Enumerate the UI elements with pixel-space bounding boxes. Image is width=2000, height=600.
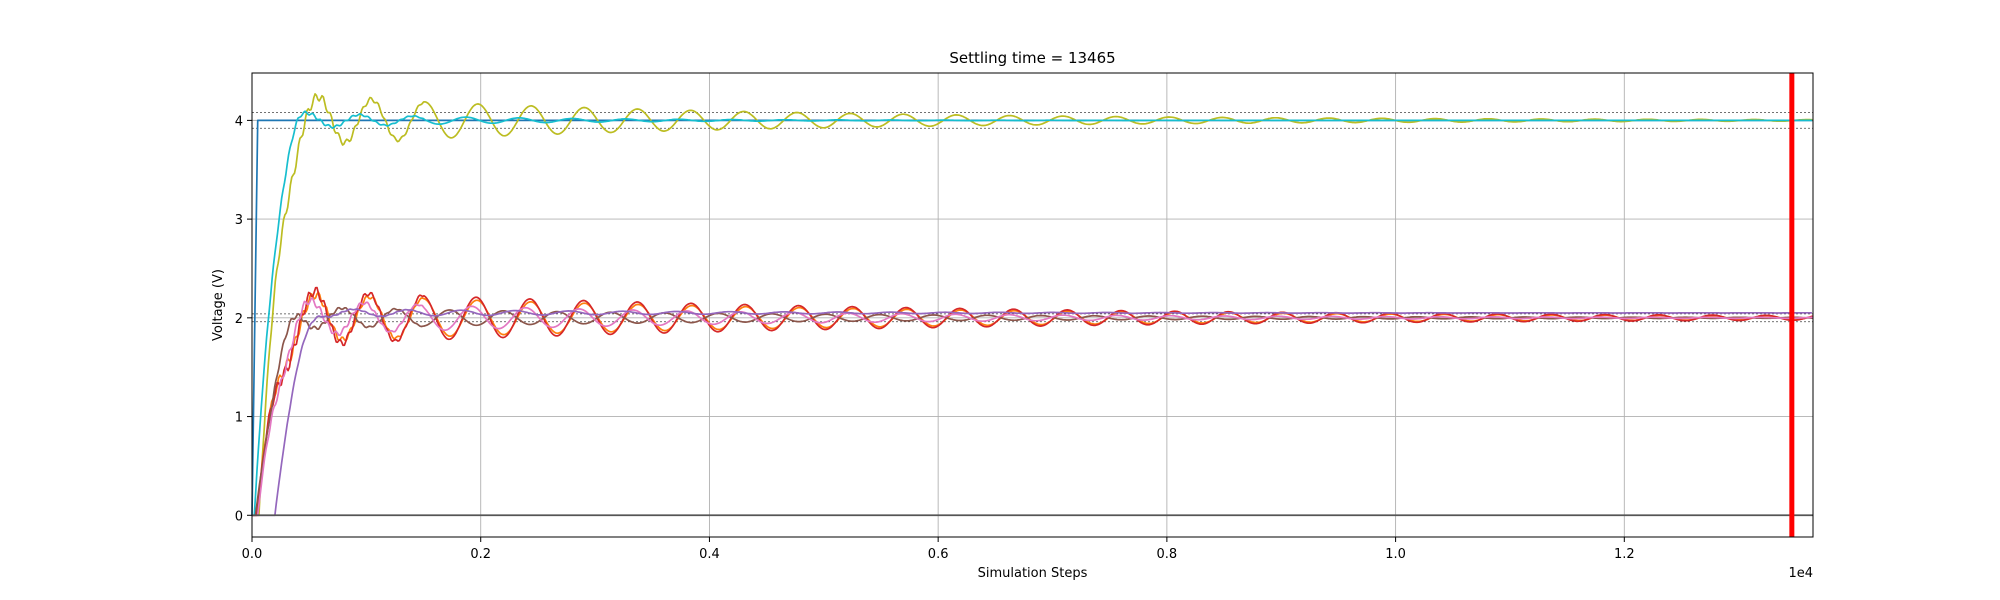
x-tick-label: 0.8: [1157, 547, 1178, 562]
y-tick-label: 4: [235, 114, 243, 129]
series-line: [252, 297, 1813, 517]
series-line: [252, 306, 1813, 517]
x-tick-label: 1.0: [1385, 547, 1406, 562]
grid-lines: [251, 73, 1813, 537]
x-axis-ticks: 0.0 0.2 0.4 0.6 0.8 1.0 1.2: [242, 537, 1635, 562]
series-line: [252, 93, 1813, 517]
x-axis-offset-label: 1e4: [1788, 566, 1813, 581]
y-tick-label: 0: [235, 509, 243, 524]
plot-frame: [251, 72, 1814, 538]
series-line: [252, 308, 1812, 517]
chart-title: Settling time = 13465: [949, 49, 1115, 67]
y-tick-label: 1: [235, 411, 243, 426]
series-lines: [251, 93, 1813, 517]
x-tick-label: 0.4: [699, 547, 720, 562]
y-axis-title: Voltage (V): [211, 269, 226, 341]
y-tick-label: 2: [235, 312, 243, 327]
tolerance-bands: [252, 112, 1813, 323]
x-tick-label: 0.6: [928, 547, 949, 562]
x-tick-label: 0.2: [470, 547, 491, 562]
x-tick-label: 0.0: [242, 547, 263, 562]
x-axis-title: Simulation Steps: [978, 566, 1088, 581]
series-line: [252, 291, 1813, 517]
y-axis-ticks: 0 1 2 3 4: [235, 114, 252, 524]
series-line: [252, 286, 1813, 517]
series-line: [252, 110, 1812, 517]
x-tick-label: 1.2: [1614, 547, 1635, 562]
y-tick-label: 3: [235, 213, 243, 228]
